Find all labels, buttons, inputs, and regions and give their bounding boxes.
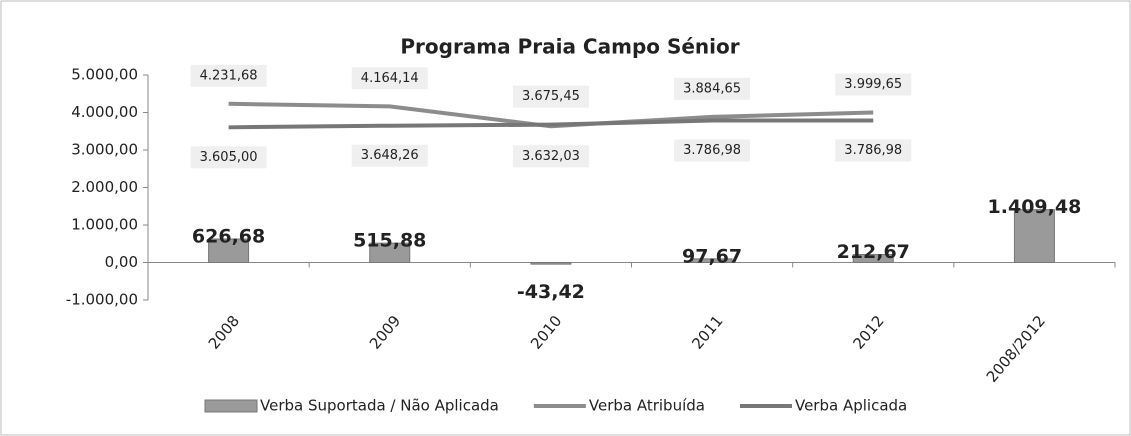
bar-value-label: 1.409,48 (988, 196, 1082, 218)
label-bg (512, 145, 589, 168)
line (228, 118, 874, 130)
line-value-label: 3.648,26 (361, 148, 419, 163)
y-tick-label: 5.000,00 (71, 66, 138, 84)
bar-value-label: 515,88 (353, 230, 426, 252)
chart-title: Programa Praia Campo Sénior (400, 35, 739, 59)
label-bg (512, 85, 589, 108)
legend-label: Verba Suportada / Não Aplicada (260, 397, 499, 415)
bar (369, 242, 411, 263)
y-tick-label: 4.000,00 (71, 103, 138, 121)
y-tick-label: 0,00 (105, 253, 138, 271)
bar-value-label: 97,67 (682, 245, 742, 267)
bar (1013, 209, 1055, 263)
bar (208, 238, 250, 263)
legend-label: Verba Aplicada (795, 397, 907, 415)
line-value-label: 3.786,98 (844, 143, 902, 158)
legend-label: Verba Atribuída (589, 397, 705, 415)
label-bg (190, 64, 267, 87)
line-value-label: 3.605,00 (200, 150, 258, 165)
bar (691, 258, 733, 263)
bar (530, 262, 572, 265)
bar-value-label: 212,67 (837, 241, 910, 263)
line-value-label: 3.884,65 (683, 81, 741, 96)
line-value-label: 4.164,14 (361, 71, 419, 86)
label-bg (190, 146, 267, 169)
label-bg (351, 67, 428, 90)
bar-value-label: 626,68 (192, 225, 265, 247)
label-bg (835, 139, 912, 162)
line-value-label: 3.786,98 (683, 143, 741, 158)
label-bg (674, 139, 751, 162)
label-bg (351, 144, 428, 167)
y-tick-label: -1.000,00 (66, 291, 138, 309)
legend-swatch (204, 399, 258, 413)
line-value-label: 4.231,68 (200, 68, 258, 83)
line-value-label: 3.999,65 (844, 77, 902, 92)
label-bg (674, 77, 751, 100)
y-tick-label: 2.000,00 (71, 178, 138, 196)
line-value-label: 3.632,03 (522, 149, 580, 164)
label-bg (835, 73, 912, 96)
y-tick-label: 3.000,00 (71, 141, 138, 159)
bar-value-label: -43,42 (517, 281, 585, 303)
line-value-label: 3.675,45 (522, 89, 580, 104)
bar (852, 254, 894, 263)
y-tick-label: 1.000,00 (71, 216, 138, 234)
